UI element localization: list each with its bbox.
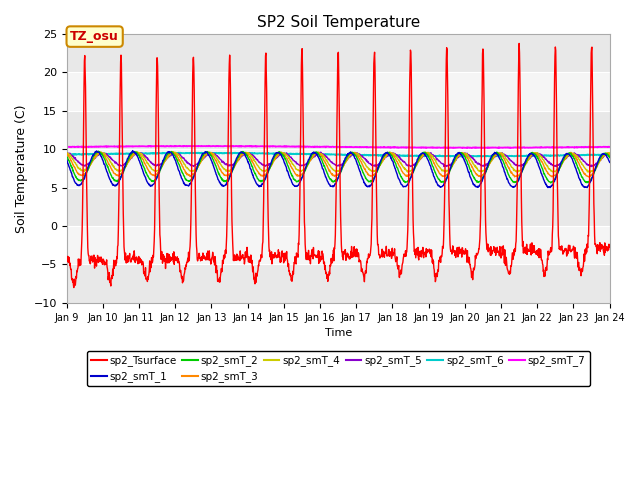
Bar <box>67 149 610 188</box>
Text: TZ_osu: TZ_osu <box>70 30 119 43</box>
Bar <box>67 111 610 149</box>
Title: SP2 Soil Temperature: SP2 Soil Temperature <box>257 15 420 30</box>
Y-axis label: Soil Temperature (C): Soil Temperature (C) <box>15 104 28 233</box>
Bar <box>67 188 610 226</box>
X-axis label: Time: Time <box>324 328 352 338</box>
Bar <box>67 72 610 111</box>
Bar <box>67 226 610 264</box>
Bar <box>67 34 610 72</box>
Legend: sp2_Tsurface, sp2_smT_1, sp2_smT_2, sp2_smT_3, sp2_smT_4, sp2_smT_5, sp2_smT_6, : sp2_Tsurface, sp2_smT_1, sp2_smT_2, sp2_… <box>87 351 589 386</box>
Bar <box>67 264 610 303</box>
